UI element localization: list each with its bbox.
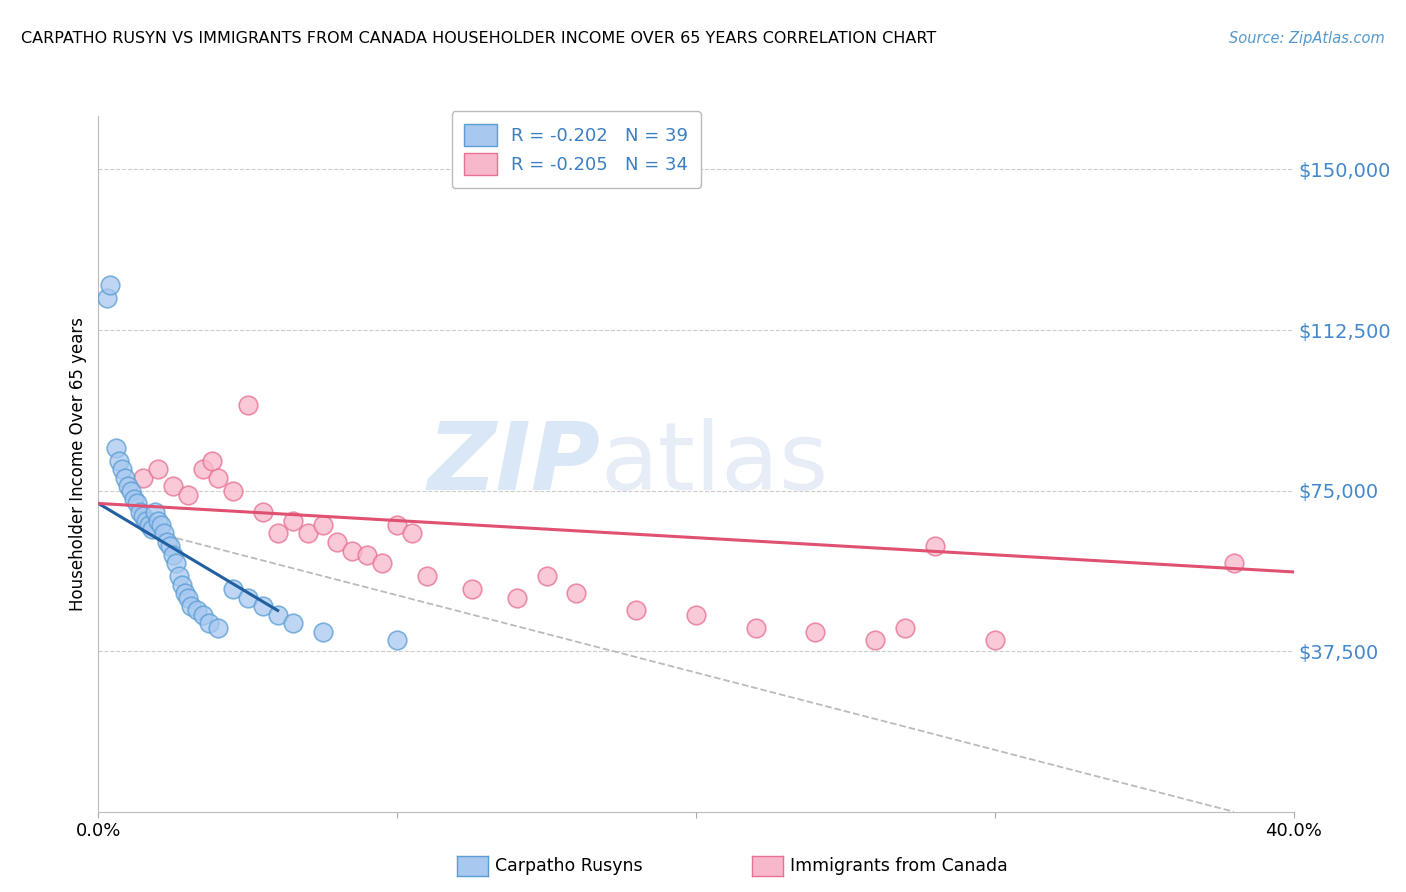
Point bbox=[124, 492, 146, 507]
Point bbox=[132, 509, 155, 524]
Point bbox=[252, 505, 274, 519]
Point bbox=[117, 479, 139, 493]
Point bbox=[153, 526, 176, 541]
Text: CARPATHO RUSYN VS IMMIGRANTS FROM CANADA HOUSEHOLDER INCOME OVER 65 YEARS CORREL: CARPATHO RUSYN VS IMMIGRANTS FROM CANADA… bbox=[21, 31, 936, 46]
Point bbox=[222, 483, 245, 498]
Point bbox=[863, 633, 886, 648]
Point bbox=[148, 462, 170, 476]
Point bbox=[177, 591, 200, 605]
Point bbox=[132, 471, 155, 485]
Text: atlas: atlas bbox=[600, 417, 828, 510]
Point bbox=[326, 535, 349, 549]
Point bbox=[127, 496, 149, 510]
Text: Carpatho Rusyns: Carpatho Rusyns bbox=[495, 857, 643, 875]
Point bbox=[281, 616, 304, 631]
Point bbox=[252, 599, 274, 614]
Point bbox=[108, 453, 131, 467]
Point bbox=[416, 569, 439, 583]
Point bbox=[281, 514, 304, 528]
Text: ZIP: ZIP bbox=[427, 417, 600, 510]
Point bbox=[371, 557, 394, 571]
Point bbox=[98, 278, 122, 293]
Point bbox=[174, 586, 197, 600]
Point bbox=[180, 599, 202, 614]
Point bbox=[207, 471, 229, 485]
Point bbox=[162, 548, 184, 562]
Point bbox=[177, 488, 200, 502]
Point bbox=[111, 462, 134, 476]
Point bbox=[745, 621, 768, 635]
Point bbox=[120, 483, 142, 498]
Point bbox=[356, 548, 378, 562]
Point bbox=[536, 569, 558, 583]
Point bbox=[207, 621, 229, 635]
Point bbox=[143, 505, 166, 519]
Point bbox=[624, 603, 647, 617]
Point bbox=[138, 517, 160, 532]
Point bbox=[148, 514, 170, 528]
Point bbox=[198, 616, 221, 631]
Point bbox=[565, 586, 588, 600]
Legend: R = -0.202   N = 39, R = -0.205   N = 34: R = -0.202 N = 39, R = -0.205 N = 34 bbox=[451, 112, 702, 187]
Point bbox=[150, 517, 173, 532]
Point bbox=[186, 603, 208, 617]
Point bbox=[96, 291, 118, 305]
Point bbox=[685, 607, 707, 622]
Point bbox=[156, 535, 179, 549]
Point bbox=[894, 621, 917, 635]
Point bbox=[191, 462, 214, 476]
Point bbox=[385, 633, 409, 648]
Point bbox=[191, 607, 214, 622]
Point bbox=[167, 569, 190, 583]
Point bbox=[983, 633, 1005, 648]
Point bbox=[135, 514, 157, 528]
Text: Immigrants from Canada: Immigrants from Canada bbox=[790, 857, 1008, 875]
Point bbox=[236, 398, 259, 412]
Point bbox=[461, 582, 484, 596]
Point bbox=[924, 539, 946, 553]
Point bbox=[105, 441, 128, 455]
Point bbox=[297, 526, 319, 541]
Point bbox=[114, 471, 136, 485]
Point bbox=[267, 607, 290, 622]
Point bbox=[311, 624, 333, 639]
Point bbox=[165, 557, 187, 571]
Point bbox=[201, 453, 224, 467]
Point bbox=[159, 539, 181, 553]
Point bbox=[1222, 557, 1246, 571]
Y-axis label: Householder Income Over 65 years: Householder Income Over 65 years bbox=[69, 317, 87, 611]
Point bbox=[267, 526, 290, 541]
Point bbox=[342, 543, 364, 558]
Point bbox=[162, 479, 184, 493]
Point bbox=[172, 578, 194, 592]
Point bbox=[141, 522, 163, 536]
Point bbox=[804, 624, 827, 639]
Point bbox=[222, 582, 245, 596]
Point bbox=[401, 526, 423, 541]
Text: Source: ZipAtlas.com: Source: ZipAtlas.com bbox=[1229, 31, 1385, 46]
Point bbox=[385, 517, 409, 532]
Point bbox=[311, 517, 333, 532]
Point bbox=[129, 505, 152, 519]
Point bbox=[506, 591, 529, 605]
Point bbox=[236, 591, 259, 605]
